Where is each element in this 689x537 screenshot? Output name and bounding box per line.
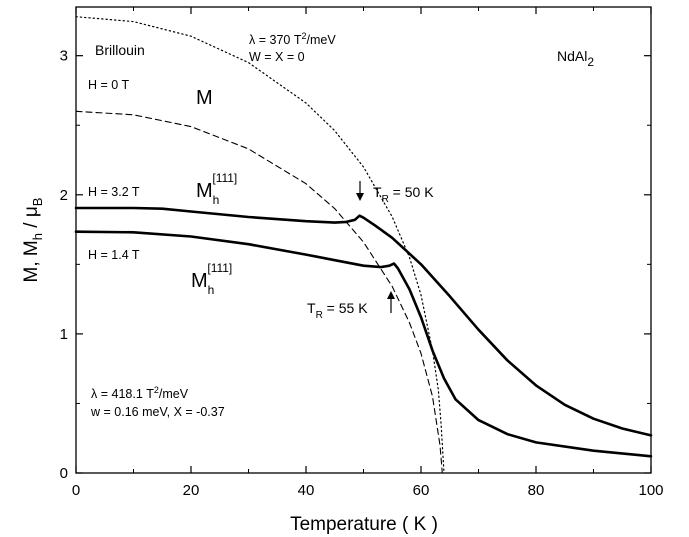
tr50-label: TR = 50 K [373,184,434,205]
x-tick-label: 40 [298,482,315,499]
x-tick-label: 100 [638,482,663,499]
tr55-label: TR = 55 K [307,300,368,321]
mh-label-upper: Mh[111] [196,171,237,207]
mh-label-lower: Mh[111] [191,261,232,297]
y-axis-title: M, Mh / μB [21,198,45,283]
brillouin-dotted-curve [75,16,445,474]
wx-bottom-label: w = 0.16 meV, X = -0.37 [90,405,225,419]
wx-top-label: W = X = 0 [249,50,305,64]
y-tick-label: 2 [60,187,68,204]
h14-label: H = 1.4 T [88,248,140,262]
y-tick-label: 1 [60,326,68,343]
x-tick-label: 20 [183,482,200,499]
x-tick-label: 80 [528,482,545,499]
plot-frame [75,6,652,474]
brillouin-label: Brillouin [95,42,145,58]
ticks-layer: 0 20 40 60 80 100 0 1 2 3 [60,7,664,499]
zero-field-dashed-curve [75,110,443,474]
y-tick-label: 3 [60,48,68,65]
lambda-bottom-label: λ = 418.1 T2/meV [91,385,189,401]
compound-label: NdAl2 [557,48,594,69]
m-label: M [196,87,213,109]
tr55-arrow [387,291,395,313]
mh-curve-3-2T [74,206,653,437]
h0-label: H = 0 T [88,78,129,92]
x-axis-title: Temperature ( K ) [290,514,438,535]
mh-curve-1-4T [74,230,653,458]
series-layer [74,16,653,474]
y-tick-label: 0 [60,465,68,482]
x-tick-label: 60 [413,482,430,499]
x-tick-label: 0 [72,482,80,499]
h32-label: H = 3.2 T [88,185,140,199]
tr50-arrow [356,181,364,201]
lambda-top-label: λ = 370 T2/meV [249,31,336,47]
